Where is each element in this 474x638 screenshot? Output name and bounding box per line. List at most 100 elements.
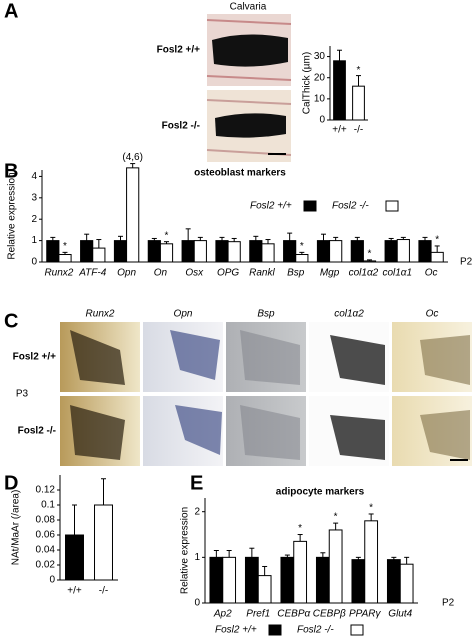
- x-tick-label: PPARγ: [349, 609, 381, 620]
- y-tick-label: 1: [194, 552, 200, 563]
- legend-label: Fosl2 +/+: [250, 201, 292, 212]
- column-label: Bsp: [257, 309, 275, 320]
- bar: [94, 504, 113, 581]
- bar: [113, 240, 128, 263]
- bar: [261, 243, 275, 263]
- x-tick-label: OPG: [217, 268, 239, 279]
- bar: [227, 241, 241, 263]
- bar: [244, 556, 259, 604]
- bar: [430, 251, 444, 263]
- y-tick-label: 0.04: [36, 545, 56, 556]
- bar: [126, 167, 140, 263]
- x-tick-label: On: [154, 268, 168, 279]
- row-label: Fosl2 -/-: [18, 426, 56, 437]
- y-tick-label: 2: [31, 214, 37, 225]
- y-tick-label: 0.08: [36, 515, 56, 526]
- bar: [58, 254, 72, 263]
- x-tick-label: Bsp: [287, 268, 305, 279]
- column-label: Oc: [426, 309, 439, 320]
- y-tick-label: 0.02: [36, 560, 56, 571]
- bar: [80, 240, 94, 263]
- bar: [384, 240, 398, 263]
- bar: [364, 520, 379, 604]
- y-axis-label: CalThick (µm): [302, 52, 313, 114]
- y-tick-label: 30: [314, 51, 326, 62]
- x-tick-label: Mgp: [320, 268, 340, 279]
- x-tick-label: col1α2: [349, 268, 379, 279]
- bar: [283, 240, 297, 263]
- significance-label: *: [368, 249, 372, 260]
- x-tick-label: Ap2: [213, 609, 232, 620]
- y-tick-label: 0: [194, 598, 200, 609]
- y-tick-label: 0: [49, 575, 55, 586]
- x-tick-label: Glut4: [388, 609, 412, 620]
- column-label: Runx2: [86, 309, 115, 320]
- x-tick-label: col1α1: [382, 268, 412, 279]
- row-label: Fosl2 +/+: [13, 352, 57, 363]
- column-label: Opn: [174, 309, 193, 320]
- row-label: Fosl2 -/-: [162, 121, 200, 132]
- bar: [209, 556, 224, 604]
- bar: [350, 240, 364, 263]
- y-tick-label: 0.1: [41, 500, 55, 511]
- significance-label: *: [63, 241, 67, 252]
- x-tick-label: CEBPβ: [313, 609, 346, 620]
- x-tick-label: Runx2: [44, 268, 73, 279]
- chart-title: adipocyte markers: [276, 487, 365, 498]
- panel-letter: A: [4, 0, 18, 22]
- x-tick-label: Rankl: [249, 268, 275, 279]
- significance-label: *: [435, 235, 439, 246]
- panel-letter: B: [4, 160, 18, 182]
- bar: [333, 60, 346, 121]
- panel-letter: E: [190, 472, 203, 494]
- significance-label: *: [300, 241, 304, 252]
- bar: [351, 559, 366, 604]
- legend-label: Fosl2 +/+: [215, 625, 257, 636]
- bar: [328, 529, 343, 604]
- x-tick-label: -/-: [99, 586, 108, 597]
- x-tick-label: CEBPα: [277, 609, 310, 620]
- bar: [362, 260, 377, 263]
- x-tick-label: Oc: [425, 268, 438, 279]
- legend-swatch: [303, 200, 317, 212]
- significance-label: *: [165, 230, 169, 241]
- y-axis-label: NAt/MaAr (/area): [11, 490, 22, 566]
- bar: [295, 254, 309, 263]
- bar: [386, 559, 401, 604]
- image-title: Calvaria: [230, 2, 267, 13]
- bar: [92, 247, 106, 263]
- bar: [418, 240, 432, 263]
- bar: [352, 85, 365, 121]
- bar: [159, 243, 174, 263]
- bar: [215, 240, 229, 263]
- x-tick-label: +/+: [67, 586, 82, 597]
- x-tick-label: +/+: [332, 125, 347, 136]
- bar: [316, 240, 331, 263]
- y-tick-label: 4: [31, 171, 37, 182]
- y-axis-label: Relative expression: [180, 507, 191, 594]
- bar: [293, 540, 308, 604]
- x-tick-label: Opn: [117, 268, 136, 279]
- significance-label: (4,6): [122, 152, 143, 163]
- y-tick-label: 10: [314, 93, 326, 104]
- micrograph-grid: [60, 322, 472, 466]
- bar: [399, 563, 414, 604]
- bar: [46, 240, 60, 263]
- significance-label: *: [298, 523, 302, 534]
- x-tick-label: ATF-4: [78, 268, 106, 279]
- micrograph: [206, 14, 292, 162]
- y-tick-label: 0: [31, 257, 37, 268]
- significance-label: *: [357, 65, 361, 76]
- bar: [329, 240, 343, 263]
- y-tick-label: 0: [319, 115, 325, 126]
- y-axis-label: Relative expression: [7, 172, 18, 259]
- bar: [193, 240, 207, 263]
- bar: [65, 534, 84, 581]
- y-tick-label: 0.12: [36, 485, 56, 496]
- bar: [257, 575, 272, 604]
- x-tick-label: Pref1: [246, 609, 270, 620]
- y-tick-label: 0.06: [36, 530, 56, 541]
- y-tick-label: 2: [194, 506, 200, 517]
- legend-swatch: [268, 624, 282, 636]
- legend-label: Fosl2 -/-: [297, 625, 334, 636]
